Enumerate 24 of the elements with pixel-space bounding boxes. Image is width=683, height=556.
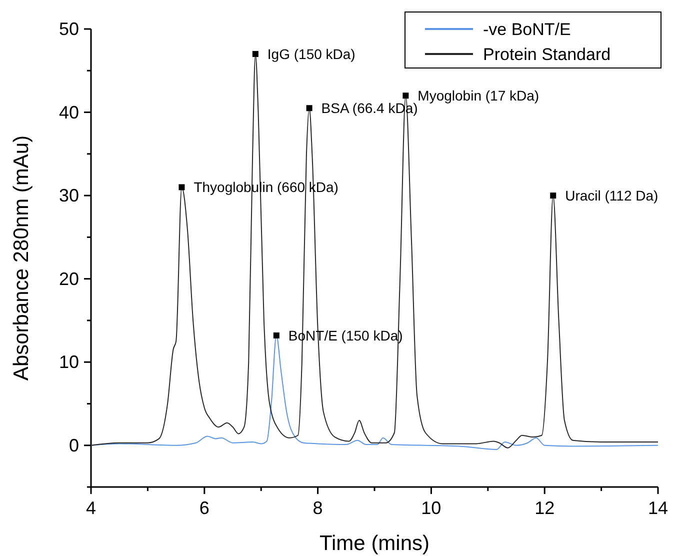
- y-tick-label: 0: [68, 435, 79, 456]
- point: [306, 105, 312, 112]
- y-tick-label: 50: [58, 19, 79, 39]
- annotation: Uracil (112 Da): [565, 188, 658, 204]
- annotation: IgG (150 kDa): [267, 46, 356, 62]
- x-tick-label: 6: [199, 498, 210, 518]
- x-tick-label: 4: [86, 498, 96, 518]
- point: [178, 184, 185, 190]
- y-tick-label: 20: [58, 268, 79, 289]
- y-axis-title: Absorbance 280nm (mAu): [10, 135, 33, 381]
- x-tick-label: 10: [421, 498, 442, 518]
- x-tick-label: 14: [648, 498, 668, 518]
- annotation: Myoglobin (17 kDa): [418, 88, 540, 104]
- legend-label: -ve BoNT/E: [483, 20, 571, 39]
- legend-label: Protein Standard: [483, 45, 611, 64]
- y-tick-label: 30: [58, 186, 79, 206]
- point: [550, 192, 556, 199]
- x-tick-label: 8: [312, 498, 323, 518]
- y-tick-label: 40: [58, 102, 79, 122]
- x-axis-title: Time (mins): [319, 532, 430, 555]
- x-tick-label: 12: [534, 498, 555, 518]
- point: [402, 92, 409, 99]
- point: [252, 50, 258, 57]
- y-tick-label: 10: [58, 352, 79, 372]
